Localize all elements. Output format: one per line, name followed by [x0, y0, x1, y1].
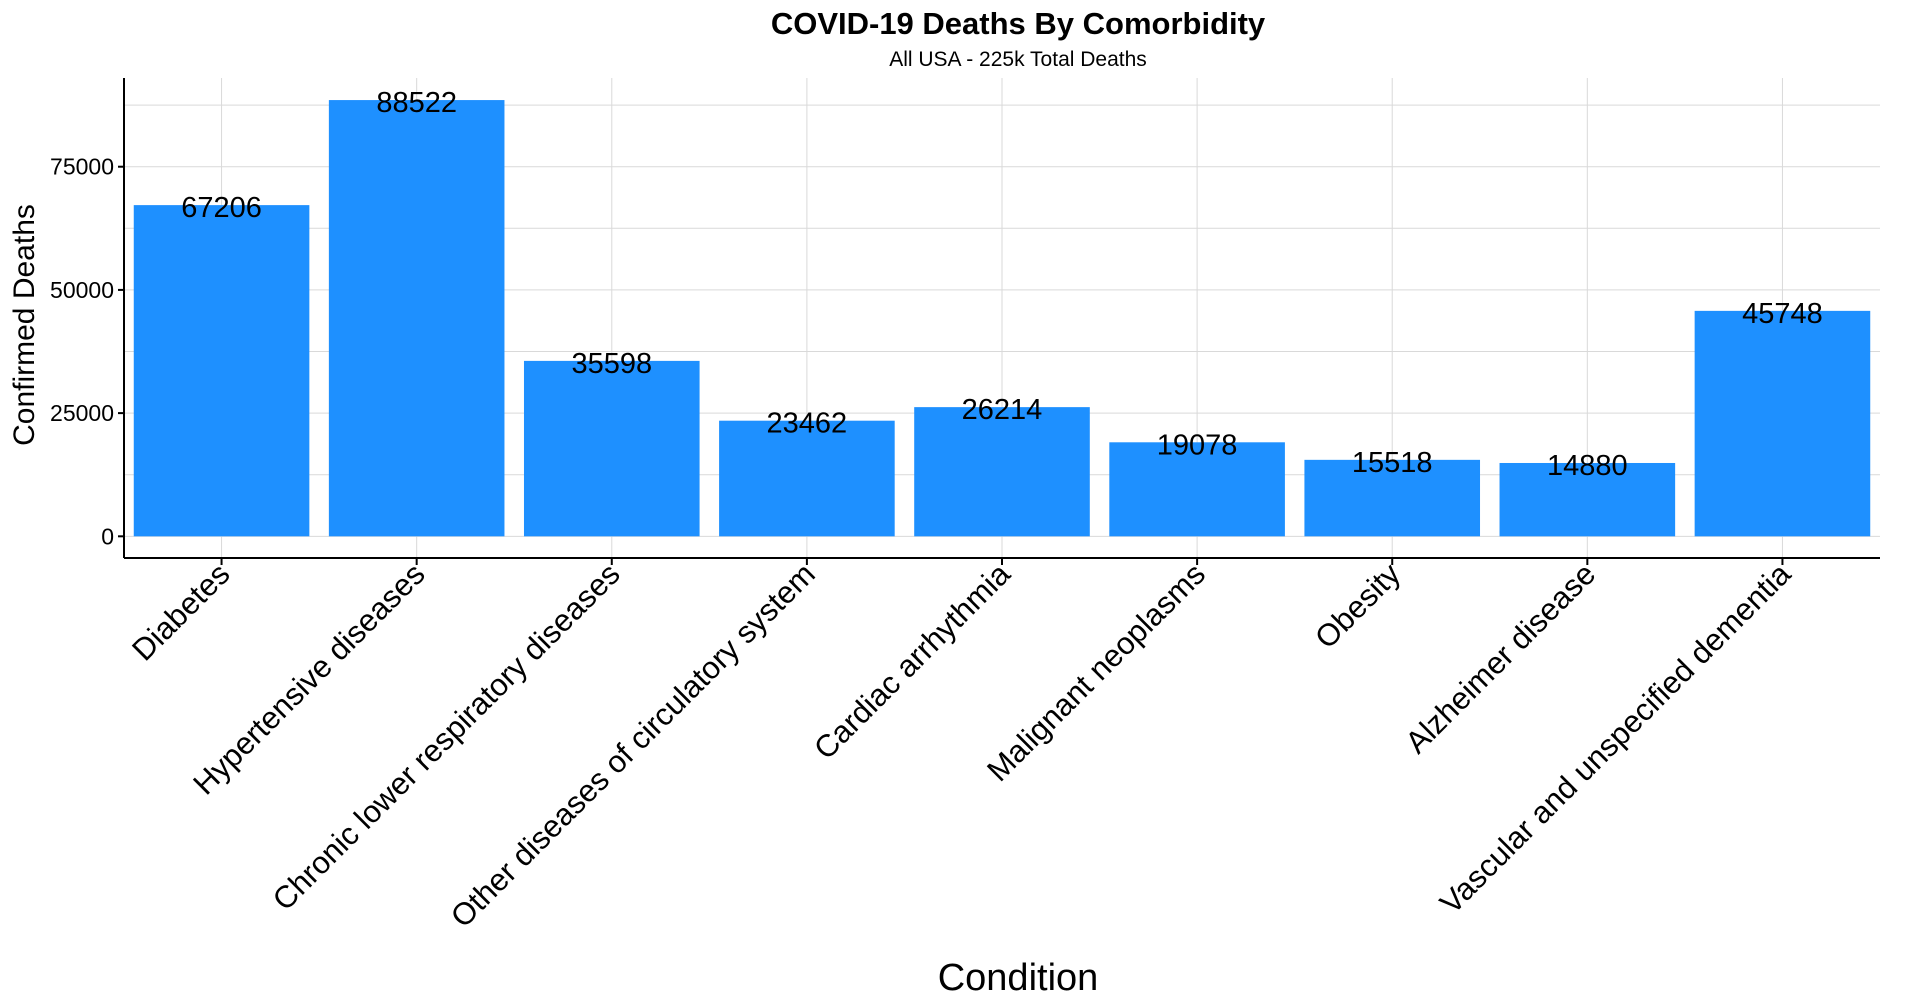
x-tick-label-3: Chronic lower respiratory diseases: [266, 556, 627, 917]
bar-3: [523, 360, 700, 537]
bar-7: [1304, 459, 1481, 537]
bar-9: [1694, 310, 1871, 537]
data-label-2: 88522: [376, 87, 457, 119]
bar-1: [133, 205, 310, 537]
chart-title: COVID-19 Deaths By Comorbidity: [771, 6, 1266, 41]
data-label-3: 35598: [571, 348, 652, 380]
data-label-1: 67206: [181, 192, 262, 224]
bars-layer: [133, 100, 1871, 537]
bar-4: [719, 420, 895, 537]
bar-5: [914, 407, 1090, 537]
y-tick-label: 75000: [50, 154, 114, 180]
bar-6: [1109, 442, 1285, 537]
chart-subtitle: All USA - 225k Total Deaths: [889, 48, 1147, 71]
x-tick-label-7: Obesity: [1308, 556, 1407, 655]
x-tick-label-1: Diabetes: [125, 556, 236, 667]
x-tick-label-5: Cardiac arrhythmia: [807, 556, 1017, 766]
y-tick-label: 25000: [50, 400, 114, 426]
data-label-9: 45748: [1742, 298, 1823, 330]
bar-8: [1499, 462, 1676, 537]
x-tick-label-6: Malignant neoplasms: [980, 556, 1212, 788]
y-tick-label: 50000: [50, 277, 114, 303]
data-label-4: 23462: [767, 408, 848, 440]
data-label-6: 19078: [1157, 429, 1238, 461]
bar-2: [328, 100, 505, 537]
data-label-8: 14880: [1547, 450, 1628, 482]
x-tick-label-8: Alzheimer disease: [1398, 556, 1602, 760]
x-axis-title: Condition: [938, 957, 1099, 997]
data-label-7: 15518: [1352, 447, 1433, 479]
y-tick-label: 0: [101, 523, 114, 549]
y-axis-title: Confirmed Deaths: [8, 204, 41, 446]
x-tick-label-4: Other diseases of circulatory system: [444, 556, 822, 934]
x-tick-label-9: Vascular and unspecified dementia: [1433, 556, 1798, 921]
data-labels-layer: 67206 88522 35598 23462 26214 19078 15518 14880…: [181, 87, 1823, 482]
data-label-5: 26214: [962, 394, 1043, 426]
